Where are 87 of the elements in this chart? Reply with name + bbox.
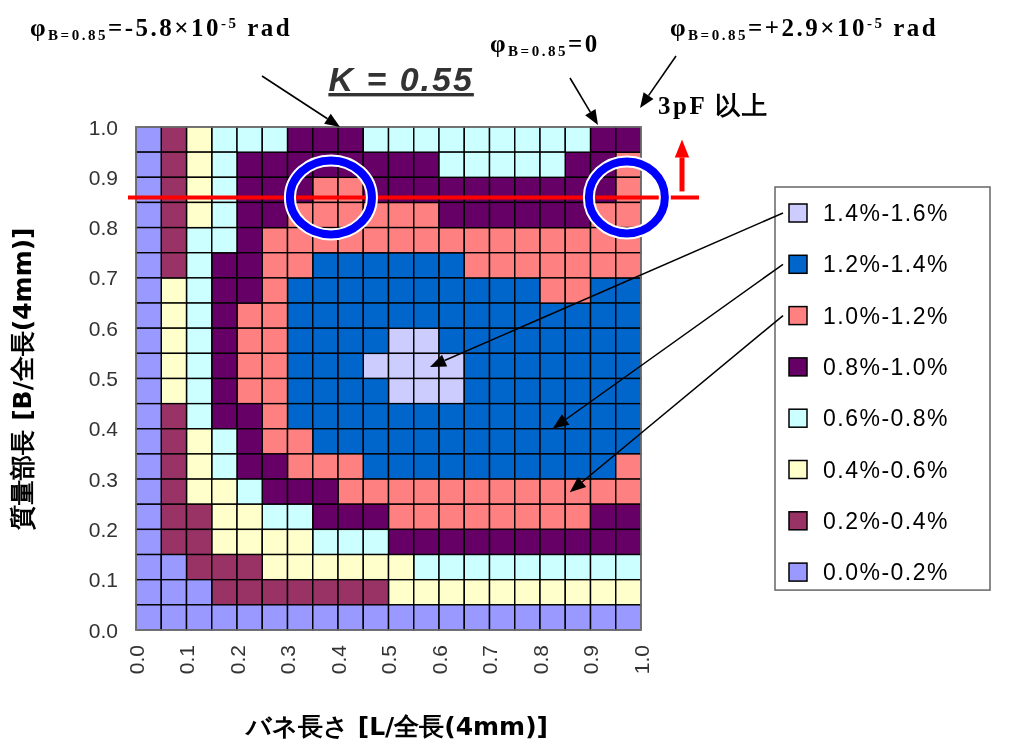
text: φ$_{B=0.85}$=+2.9×10$^{-5}$ rad [670, 14, 939, 43]
y-axis-title: 質量部長 [B/全長(4mm)] [8, 227, 37, 531]
y-tick-label: 1.0 [88, 115, 118, 139]
y-tick-label: 0.6 [88, 316, 118, 340]
point [185, 327, 213, 355]
point [185, 201, 213, 229]
point [564, 126, 592, 153]
point [211, 201, 238, 229]
point [160, 478, 188, 505]
point [286, 503, 314, 531]
text: φ$_{B=0.85}$=0 [490, 30, 600, 59]
x-tick-label: 0.2 [225, 645, 249, 675]
point [185, 503, 213, 531]
point [261, 126, 289, 153]
point [135, 151, 162, 179]
x-axis-title: バネ長さ [L/全長(4mm)] [244, 712, 548, 741]
y-tick-label: 0.8 [88, 216, 118, 240]
x-tick-label: 0.6 [427, 645, 451, 675]
point [185, 151, 213, 179]
y-tick-label: 0.0 [88, 618, 118, 642]
point [463, 151, 491, 179]
point [211, 226, 238, 254]
point [438, 151, 465, 179]
point [236, 604, 263, 631]
point [438, 553, 465, 581]
x-tick-label: 0.0 [124, 645, 148, 675]
point [135, 327, 162, 355]
point [362, 528, 390, 556]
point [362, 578, 390, 606]
x-tick-label: 0.3 [276, 645, 299, 675]
x-tick-label: 0.5 [377, 645, 400, 675]
point [337, 604, 364, 631]
point [236, 478, 263, 505]
y-tick-label: 0.2 [88, 517, 118, 541]
y-tick-label: 0.4 [88, 417, 119, 441]
point [236, 503, 263, 531]
point [438, 377, 465, 405]
point [160, 151, 188, 179]
x-tick-label: 0.8 [528, 645, 552, 675]
point [211, 478, 238, 505]
x-tick-label: 0.9 [579, 645, 602, 675]
point [286, 528, 314, 556]
point [211, 151, 238, 179]
point [539, 604, 566, 631]
point [337, 553, 364, 581]
point [160, 327, 188, 355]
point [211, 428, 238, 455]
point [514, 151, 541, 179]
point [236, 126, 263, 153]
legend-label: 1.0%-1.2% [823, 302, 950, 329]
point [337, 528, 364, 556]
point [539, 553, 566, 581]
point [438, 604, 465, 631]
y-tick-label: 0.9 [88, 165, 118, 189]
point [185, 578, 213, 606]
y-tick-label: 0.1 [88, 568, 118, 592]
text: φ$_{B=0.85}$=-5.8×10$^{-5}$ rad [30, 14, 293, 43]
point [160, 252, 188, 279]
point [539, 151, 566, 179]
point [211, 453, 238, 480]
point [236, 528, 263, 556]
point [387, 553, 415, 581]
point [337, 578, 364, 606]
point [488, 151, 516, 179]
point [236, 578, 263, 606]
point [539, 578, 566, 606]
legend-label: 0.0%-0.2% [823, 559, 950, 586]
point [236, 553, 263, 581]
legend-label: 0.4%-0.6% [823, 456, 950, 483]
point [438, 578, 465, 606]
legend-label: 0.8%-1.0% [823, 353, 950, 380]
point [185, 528, 213, 556]
x-tick-label: 0.7 [478, 645, 501, 675]
legend-label: 1.2%-1.4% [823, 251, 950, 278]
text: 3pF 以上 [658, 92, 770, 119]
y-tick-label: 0.5 [88, 367, 118, 390]
x-tick-label: 0.4 [326, 644, 350, 675]
x-tick-label: 0.1 [175, 645, 198, 675]
legend-label: 1.4%-1.6% [823, 200, 950, 226]
y-tick-label: 0.3 [88, 467, 118, 491]
legend-label: 0.2%-0.4% [823, 507, 950, 534]
x-tick-label: 1.0 [629, 645, 653, 675]
y-tick-label: 0.7 [88, 266, 118, 290]
point [135, 478, 162, 505]
legend-label: 0.6%-0.8% [823, 405, 950, 432]
chart-title: K = 0.55 [328, 60, 474, 98]
point [160, 553, 188, 581]
